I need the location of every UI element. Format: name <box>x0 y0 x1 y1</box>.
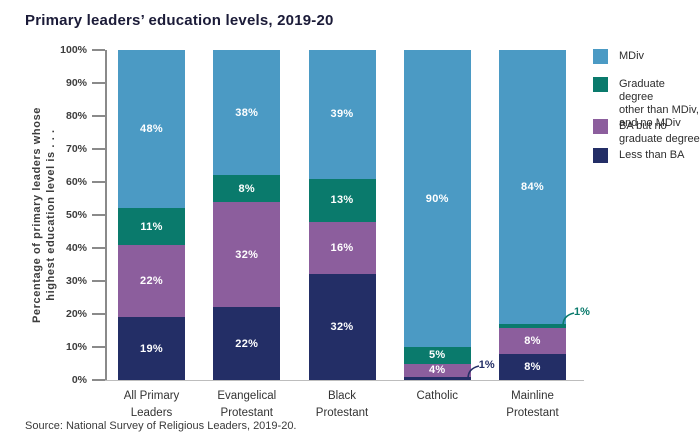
bar-segment-label: 39% <box>330 108 354 121</box>
bar-segment: 4% <box>403 363 471 377</box>
bar-segment: 5% <box>403 347 471 364</box>
bar-segment-label: 84% <box>521 181 544 194</box>
y-tick-mark <box>92 214 105 216</box>
bar-segment: 22% <box>118 244 185 318</box>
y-tick-mark <box>92 247 105 249</box>
legend-swatch <box>593 119 608 134</box>
x-category-label-line: All Primary <box>123 390 180 402</box>
legend-label: Graduate degree other than MDiv, and no MD… <box>619 78 699 129</box>
legend-item: MDiv <box>593 48 644 64</box>
x-category-label: Catholic <box>382 388 492 405</box>
y-tick-mark <box>92 313 105 315</box>
x-category-label: Black Protestant <box>287 388 397 422</box>
bar-segment-label: 5% <box>429 349 446 362</box>
y-tick-mark <box>92 379 105 381</box>
legend-label: BA but no graduate degree <box>619 120 700 145</box>
x-category-label-line: Protestant <box>220 407 273 419</box>
bar-segment: 11% <box>118 208 185 245</box>
source-note: Source: National Survey of Religious Lea… <box>25 420 297 432</box>
x-category-label-line: Leaders <box>130 407 173 419</box>
x-category-label-line: Protestant <box>315 407 369 419</box>
y-tick-label: 70% <box>65 143 87 155</box>
legend-swatch <box>593 77 608 92</box>
x-category-label-line: Evangelical <box>217 390 277 402</box>
legend-swatch <box>593 49 608 64</box>
y-tick-label: 20% <box>65 308 87 320</box>
y-tick-mark <box>92 148 105 150</box>
bar-segment-label: 19% <box>140 342 163 355</box>
bar-segment: 32% <box>308 274 376 380</box>
bar-segment-label: 16% <box>330 241 354 254</box>
chart-title: Primary leaders’ education levels, 2019-… <box>25 12 334 29</box>
bar-segment: 48% <box>118 50 185 209</box>
bar-segment: 13% <box>308 178 376 222</box>
y-tick-label: 30% <box>65 275 87 287</box>
bar-segment: 38% <box>213 50 281 176</box>
y-tick-label: 100% <box>60 44 87 56</box>
y-tick-label: 10% <box>65 341 87 353</box>
x-axis-baseline <box>97 379 584 381</box>
y-tick-label: 40% <box>65 242 87 254</box>
bar-segment: 84% <box>499 50 566 325</box>
bar-segment: 90% <box>403 50 471 347</box>
bar-segment-label: 11% <box>140 220 163 233</box>
bar-segment-label: 90% <box>425 192 449 205</box>
x-category-label-line: Protestant <box>506 407 559 419</box>
x-category-label: All Primary Leaders <box>97 388 207 422</box>
y-tick-label: 80% <box>65 110 87 122</box>
bar-segment: 16% <box>308 221 376 275</box>
x-category-label-line: Catholic <box>416 390 459 402</box>
y-axis-line <box>105 50 107 380</box>
bar-segment: 8% <box>499 327 566 354</box>
bar-segment-label: 22% <box>140 274 163 287</box>
bar-segment: 19% <box>118 317 185 380</box>
x-category-label: Mainline Protestant <box>478 388 588 422</box>
y-axis-title-line1: Percentage of primary leaders whose <box>31 106 43 324</box>
bar-segment-label: 13% <box>330 194 354 207</box>
bar-segment: 8% <box>499 353 566 380</box>
bar-segment: 32% <box>213 201 281 308</box>
y-tick-label: 50% <box>65 209 87 221</box>
legend-label: Less than BA <box>619 149 685 161</box>
callout-leader-line <box>466 364 480 385</box>
bar-segment-label: 8% <box>524 334 541 347</box>
legend-item: Less than BA <box>593 147 684 163</box>
y-tick-mark <box>92 280 105 282</box>
x-category-label-line: Mainline <box>511 390 554 402</box>
bar-segment-label: 4% <box>429 364 446 377</box>
legend-item: Graduate degree other than MDiv, and no MD… <box>593 76 700 130</box>
bar-segment-label: 32% <box>330 321 354 334</box>
x-category-label: Evangelical Protestant <box>192 388 302 422</box>
bar-segment: 39% <box>308 50 376 179</box>
bar-segment-label: 8% <box>524 360 541 373</box>
y-tick-mark <box>92 115 105 117</box>
bar-segment-label: 32% <box>235 248 259 261</box>
y-tick-label: 0% <box>71 374 87 386</box>
x-category-label-line: Black <box>327 390 357 402</box>
y-tick-mark <box>92 49 105 51</box>
bar-segment-label: 48% <box>140 123 163 136</box>
bar-segment: 22% <box>213 307 281 380</box>
bar-segment-label: 8% <box>238 182 255 195</box>
bar-segment <box>499 324 566 328</box>
callout-leader-line <box>562 311 575 332</box>
callout-label: 1% <box>574 306 590 319</box>
y-tick-mark <box>92 346 105 348</box>
callout-label: 1% <box>478 358 495 371</box>
legend-label: MDiv <box>619 50 645 62</box>
legend-item: BA but no graduate degree <box>593 118 700 146</box>
bar-segment-label: 22% <box>235 337 259 350</box>
bar-segment: 8% <box>213 175 281 202</box>
bar-segment <box>403 376 471 380</box>
plot-area: 100% 90% 80% 70% 60% 50% 40% 30% 20% 10% 0% 48% 11% 2… <box>60 44 584 386</box>
y-tick-label: 90% <box>65 77 87 89</box>
y-tick-mark <box>92 181 105 183</box>
y-tick-mark <box>92 82 105 84</box>
legend-swatch <box>593 148 608 163</box>
bar-segment-label: 38% <box>235 106 259 119</box>
y-tick-label: 60% <box>65 176 87 188</box>
